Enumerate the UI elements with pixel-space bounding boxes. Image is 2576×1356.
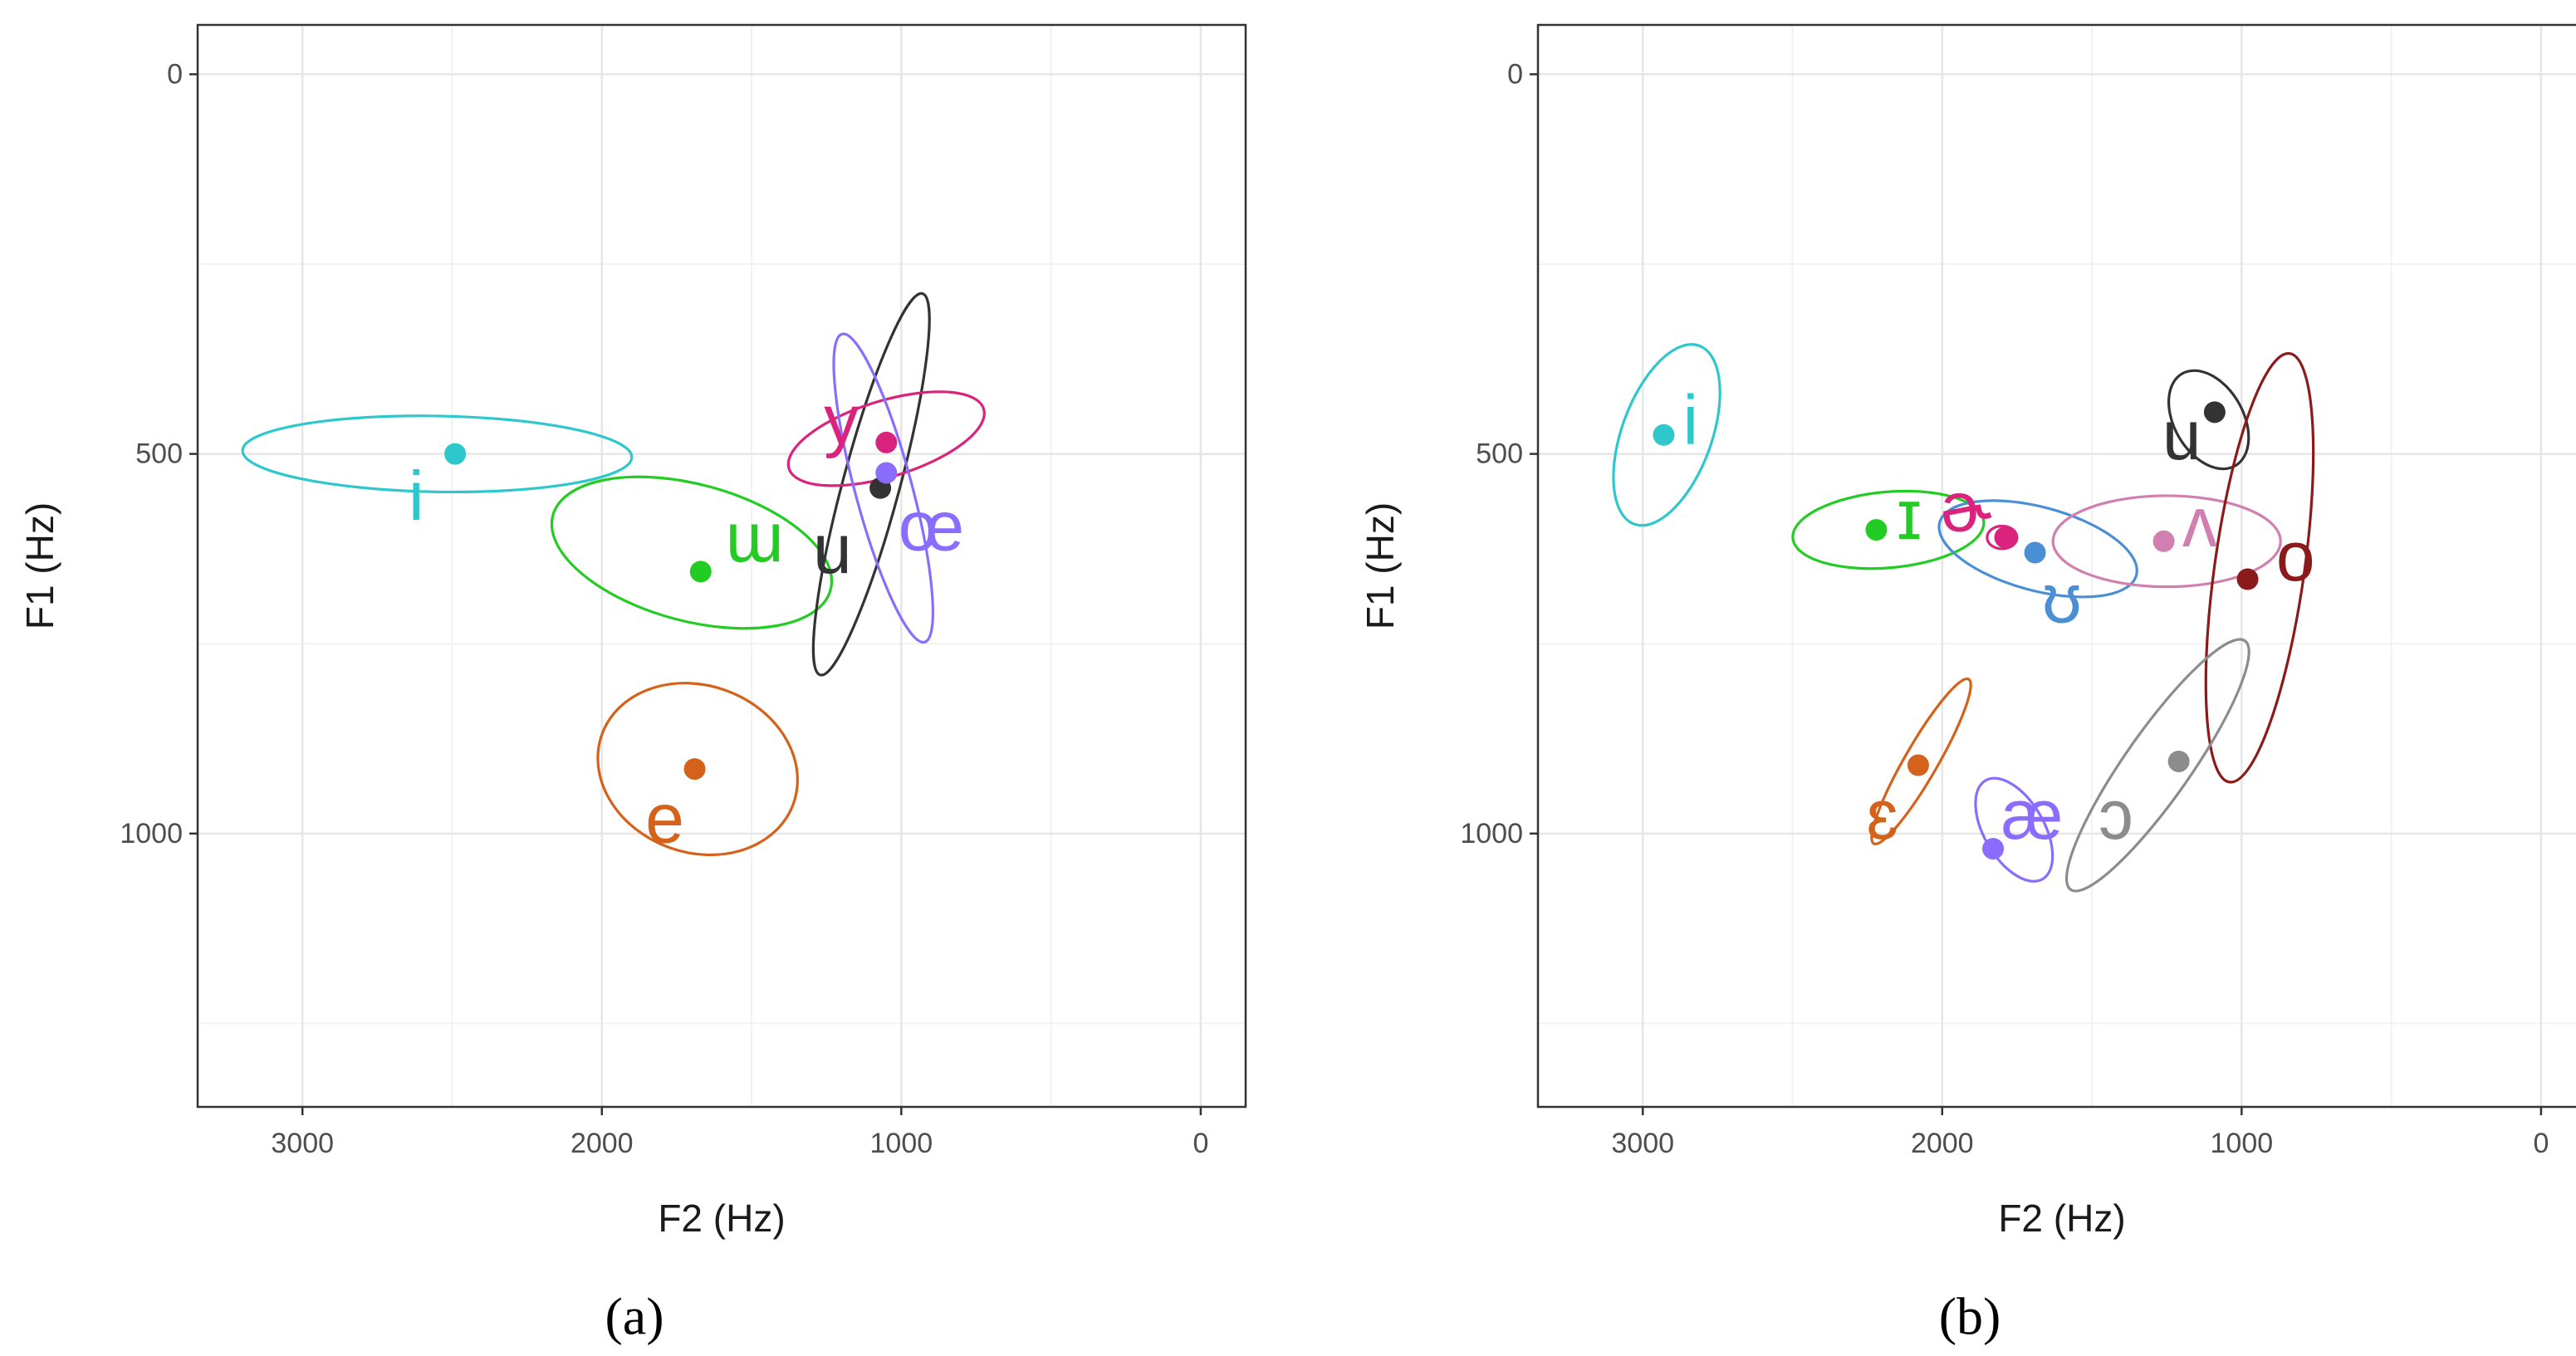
- y-tick-label: 500: [135, 438, 183, 470]
- x-tick-label: 3000: [271, 1128, 334, 1159]
- ellipse-œ: [832, 332, 935, 644]
- ellipse-o: [2204, 352, 2315, 784]
- vowel-label-e: e: [645, 780, 684, 858]
- ellipse-ɛ: [1870, 677, 1972, 846]
- ellipse-ɚ: [1986, 524, 2019, 551]
- x-axis-title: F2 (Hz): [1998, 1197, 2125, 1240]
- mean-point-ʌ: [2152, 530, 2175, 552]
- mean-point-y: [875, 431, 898, 453]
- panel-1: i ɪ ɚʊ ʌuo ɛ æ ɔ 3000 2000 1000 0 0 500 1000 F2 (Hz) F1…: [1359, 23, 2576, 1346]
- mean-point-ɛ: [1907, 754, 1929, 776]
- plot-border: [1536, 23, 2576, 1109]
- vowel-label-ɚ: ɚ: [1941, 468, 1992, 546]
- vowel-label-ʊ: ʊ: [2042, 559, 2082, 637]
- vowel-label-i: i: [409, 457, 424, 535]
- plot-background: [1538, 25, 2576, 1107]
- x-tick-label: 0: [1193, 1128, 1208, 1159]
- panel-0: i ɯ uyœ e 3000 2000 1000 0 0 500 1000 F2 (Hz) F1 (Hz…: [18, 23, 1247, 1346]
- ellipse-ɪ: [1791, 489, 1986, 570]
- mean-point-ɯ: [689, 561, 712, 583]
- panel-caption: (b): [1939, 1287, 2001, 1346]
- y-tick-label: 0: [167, 58, 183, 90]
- x-tick-label: 1000: [870, 1128, 933, 1159]
- mean-point-i: [1653, 423, 1675, 446]
- ellipse-i: [1612, 343, 1721, 527]
- ellipse-i: [241, 414, 634, 494]
- x-tick-label: 1000: [2211, 1128, 2274, 1159]
- x-axis-title: F2 (Hz): [658, 1197, 785, 1240]
- y-tick-label: 500: [1476, 438, 1523, 470]
- y-axis-title: F1 (Hz): [1359, 502, 1402, 629]
- vowel-label-y: y: [824, 380, 859, 458]
- ellipse-ʊ: [1937, 499, 2138, 599]
- y-axis-title: F1 (Hz): [18, 502, 61, 629]
- mean-point-i: [444, 443, 467, 465]
- vowel-label-æ: æ: [2001, 776, 2064, 854]
- vowel-label-ʌ: ʌ: [2182, 483, 2217, 561]
- y-tick-label: 0: [1507, 58, 1523, 90]
- x-tick-label: 0: [2533, 1128, 2549, 1159]
- ellipse-u: [2167, 369, 2250, 471]
- vowel-label-ɔ: ɔ: [2099, 776, 2133, 854]
- mean-point-ɔ: [2167, 750, 2190, 772]
- mean-point-ʊ: [2024, 541, 2046, 564]
- vowel-label-ɪ: ɪ: [1897, 476, 1922, 554]
- ellipse-y: [786, 390, 986, 487]
- ellipse-u: [811, 291, 931, 677]
- vowel-label-u: u: [813, 510, 852, 588]
- x-tick-label: 3000: [1611, 1128, 1674, 1159]
- vowel-label-u: u: [2162, 396, 2201, 474]
- ellipse-ɯ: [550, 475, 834, 630]
- ellipse-ɔ: [2064, 638, 2250, 893]
- y-tick-label: 1000: [120, 818, 183, 849]
- mean-point-ɚ: [1994, 526, 2016, 549]
- y-tick-label: 1000: [1460, 818, 1523, 849]
- vowel-label-o: o: [2276, 517, 2315, 595]
- x-tick-label: 2000: [571, 1128, 634, 1159]
- x-tick-label: 2000: [1911, 1128, 1974, 1159]
- ellipse-e: [596, 682, 799, 857]
- ellipse-ʌ: [2051, 494, 2282, 589]
- panel-caption: (a): [605, 1287, 664, 1346]
- vowel-label-ɛ: ɛ: [1866, 776, 1898, 854]
- mean-point-e: [683, 758, 706, 781]
- plot-border: [196, 23, 1247, 1109]
- vowel-label-ɯ: ɯ: [726, 498, 784, 576]
- vowel-label-œ: œ: [899, 487, 964, 565]
- vowel-label-i: i: [1683, 380, 1699, 458]
- mean-point-o: [2236, 568, 2259, 590]
- mean-point-æ: [1982, 838, 2005, 860]
- mean-point-œ: [875, 462, 898, 484]
- mean-point-ɪ: [1865, 519, 1888, 541]
- plot-background: [198, 25, 1246, 1107]
- mean-point-u: [2203, 401, 2226, 423]
